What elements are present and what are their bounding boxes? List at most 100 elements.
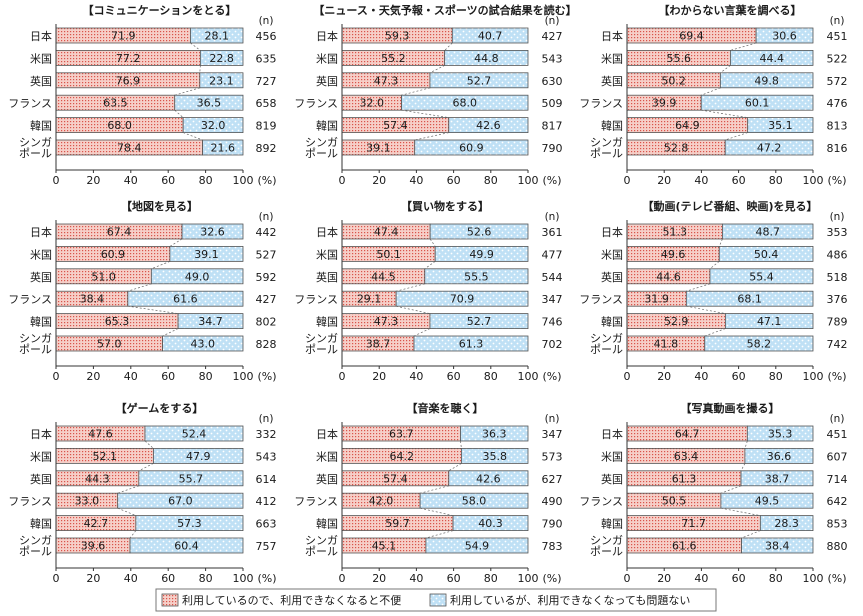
x-unit-label: (%) <box>257 572 276 585</box>
category-label: 米国 <box>316 450 338 463</box>
data-label-inconvenient: 45.1 <box>372 540 397 553</box>
data-label-no-problem: 32.6 <box>200 226 225 239</box>
x-tick-label: 20 <box>86 370 100 383</box>
bar-segment-no-problem <box>719 72 814 89</box>
x-tick-label: 60 <box>732 174 746 187</box>
chart-panel: 【地図を見る】 (n) 67.4 32.6 日本 442 60.9 39.1 米国 527 51.0… <box>8 199 276 383</box>
data-label-no-problem: 60.1 <box>745 97 770 110</box>
n-value: 427 <box>542 30 563 43</box>
category-label: 英国 <box>601 472 623 486</box>
category-label: シンガ <box>590 136 623 149</box>
n-value: 509 <box>542 97 563 110</box>
n-header: (n) <box>545 413 560 425</box>
category-label: 日本 <box>316 225 338 239</box>
data-label-no-problem: 28.3 <box>774 517 799 530</box>
category-label: フランス <box>579 97 623 110</box>
category-label: フランス <box>294 97 338 110</box>
x-tick-label: 20 <box>372 174 386 187</box>
bar-segment-no-problem <box>425 537 529 554</box>
x-tick-label: 40 <box>694 174 708 187</box>
n-value: 451 <box>827 428 848 441</box>
bar-segment-no-problem <box>138 470 244 487</box>
data-label-no-problem: 22.8 <box>209 52 234 65</box>
data-label-no-problem: 36.3 <box>482 428 507 441</box>
n-value: 543 <box>256 450 277 463</box>
data-label-inconvenient: 39.6 <box>81 540 106 553</box>
data-label-inconvenient: 59.7 <box>385 517 410 530</box>
x-tick-label: 40 <box>409 572 423 585</box>
bar-segment-no-problem <box>744 447 814 464</box>
n-value: 627 <box>542 473 563 486</box>
n-value: 544 <box>542 271 563 284</box>
n-value: 332 <box>256 428 277 441</box>
n-value: 477 <box>542 248 563 261</box>
bar-segment-no-problem <box>419 492 529 509</box>
n-value: 456 <box>256 30 277 43</box>
n-value: 790 <box>542 142 563 155</box>
x-tick-label: 0 <box>339 572 346 585</box>
data-label-no-problem: 52.6 <box>467 226 492 239</box>
category-label: フランス <box>8 97 52 110</box>
n-value: 572 <box>827 75 848 88</box>
split-connector <box>720 65 731 74</box>
x-tick-label: 80 <box>769 370 783 383</box>
chart-panel: 【コミュニケーションをとる】 (n) 71.9 28.1 日本 456 77.2 22.8 米国… <box>8 4 276 187</box>
n-value: 518 <box>827 271 848 284</box>
n-value: 642 <box>827 495 848 508</box>
n-value: 490 <box>542 495 563 508</box>
data-label-inconvenient: 71.7 <box>681 517 706 530</box>
data-label-no-problem: 55.4 <box>749 270 774 283</box>
chart-panel: 【動画(テレビ番組、映画)を見る】 (n) 51.3 48.7 日本 353 49.6 50.… <box>579 199 847 383</box>
split-connector <box>129 530 137 539</box>
n-value: 635 <box>256 52 277 65</box>
data-label-no-problem: 61.6 <box>173 293 198 306</box>
data-label-no-problem: 52.4 <box>182 428 207 441</box>
data-label-inconvenient: 61.3 <box>672 472 697 485</box>
bar-segment-no-problem <box>448 470 529 487</box>
category-label: 日本 <box>601 29 623 43</box>
data-label-inconvenient: 68.0 <box>107 119 132 132</box>
bar-segment-no-problem <box>755 27 814 44</box>
x-tick-label: 100 <box>233 174 254 187</box>
bar-segment-no-problem <box>429 72 529 89</box>
data-label-no-problem: 35.8 <box>482 450 507 463</box>
split-connector <box>429 65 445 74</box>
split-connector <box>730 42 757 51</box>
n-value: 789 <box>827 316 848 329</box>
category-label: ポール <box>19 343 52 356</box>
data-label-no-problem: 49.8 <box>754 74 779 87</box>
data-label-no-problem: 52.7 <box>467 74 492 87</box>
bar-segment-no-problem <box>429 223 529 240</box>
n-value: 813 <box>827 120 848 133</box>
category-label: 米国 <box>601 248 623 261</box>
n-value: 853 <box>827 518 848 531</box>
split-connector <box>401 109 449 118</box>
split-connector <box>414 132 449 141</box>
data-label-no-problem: 43.0 <box>191 338 216 351</box>
data-label-inconvenient: 41.8 <box>654 338 679 351</box>
data-label-no-problem: 54.9 <box>465 540 490 553</box>
category-label: フランス <box>294 495 338 508</box>
x-tick-label: 0 <box>624 572 631 585</box>
data-label-no-problem: 38.4 <box>765 540 790 553</box>
data-label-no-problem: 49.9 <box>469 248 494 261</box>
data-label-no-problem: 32.0 <box>201 119 226 132</box>
data-label-no-problem: 38.7 <box>765 472 790 485</box>
x-tick-label: 60 <box>447 174 461 187</box>
data-label-inconvenient: 59.3 <box>385 30 410 43</box>
split-connector <box>117 507 136 516</box>
category-label: 韓国 <box>316 316 338 329</box>
x-tick-label: 0 <box>339 370 346 383</box>
data-label-inconvenient: 63.5 <box>103 97 128 110</box>
x-tick-label: 60 <box>732 370 746 383</box>
split-connector <box>396 283 425 292</box>
split-connector <box>444 42 453 51</box>
x-tick-label: 40 <box>409 174 423 187</box>
x-tick-label: 0 <box>339 174 346 187</box>
x-tick-label: 20 <box>86 174 100 187</box>
x-tick-label: 80 <box>769 174 783 187</box>
split-connector <box>183 132 203 141</box>
category-label: 韓国 <box>30 518 52 531</box>
data-label-inconvenient: 33.0 <box>75 495 100 508</box>
n-value: 451 <box>827 30 848 43</box>
